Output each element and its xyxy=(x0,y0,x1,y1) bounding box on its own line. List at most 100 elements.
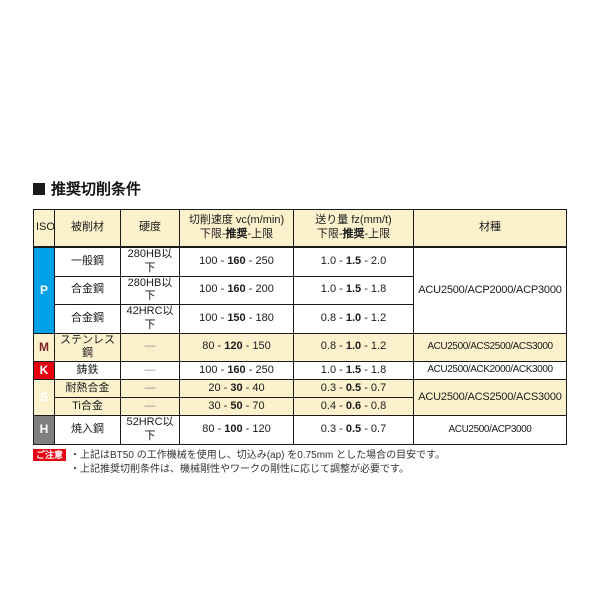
header-speed-range: 下限-推奨-上限 xyxy=(182,228,291,242)
table-row: H 焼入鋼 52HRC以下 80 - 100 - 120 0.3 - 0.5 -… xyxy=(33,415,567,445)
feed-high: 1.2 xyxy=(370,311,387,324)
header-iso: ISO xyxy=(33,209,55,248)
separator: - xyxy=(214,340,225,353)
feed-recommended: 1.5 xyxy=(345,254,362,267)
header-speed-title: 切削速度 vc(m/min) xyxy=(188,214,285,227)
cutting-conditions-table: ISO 被削材 硬度 切削速度 vc(m/min) 下限-推奨-上限 送り量 f… xyxy=(33,209,567,445)
speed-cell: 100 - 150 - 180 xyxy=(179,304,294,334)
header-cutting-speed: 切削速度 vc(m/min) 下限-推奨-上限 xyxy=(179,209,294,248)
speed-recommended: 100 xyxy=(224,422,243,435)
feed-high: 1.8 xyxy=(370,283,387,296)
speed-cell: 30 - 50 - 70 xyxy=(179,397,294,416)
separator: - xyxy=(361,399,371,412)
feed-recommended: 1.0 xyxy=(345,340,362,353)
feed-cell: 0.4 - 0.6 - 0.8 xyxy=(293,397,414,416)
speed-cell: 100 - 160 - 250 xyxy=(179,361,294,380)
footnotes: ご注意 ・上記はBT50 の工作機械を使用し、切込み(ap) を0.75mm と… xyxy=(33,448,567,477)
separator: - xyxy=(361,283,371,296)
material-cell: 鋳鉄 xyxy=(54,361,121,380)
range-rec-label: 推奨 xyxy=(225,228,248,240)
speed-recommended: 160 xyxy=(227,254,246,267)
range-high-label: -上限 xyxy=(364,228,391,240)
hardness-cell: — xyxy=(120,361,180,380)
feed-recommended: 0.5 xyxy=(345,422,362,435)
separator: - xyxy=(336,283,346,296)
material-cell: 耐熱合金 xyxy=(54,379,121,398)
speed-high: 250 xyxy=(255,363,274,376)
feed-cell: 1.0 - 1.5 - 1.8 xyxy=(293,275,414,305)
separator: - xyxy=(217,254,228,267)
separator: - xyxy=(242,340,253,353)
separator: - xyxy=(245,363,256,376)
separator: - xyxy=(242,399,253,412)
feed-recommended: 1.5 xyxy=(345,283,362,296)
separator: - xyxy=(361,363,371,376)
feed-high: 1.8 xyxy=(370,363,387,376)
feed-recommended: 1.5 xyxy=(345,363,362,376)
separator: - xyxy=(220,399,231,412)
feed-high: 0.8 xyxy=(370,399,387,412)
separator: - xyxy=(217,363,228,376)
separator: - xyxy=(336,340,346,353)
separator: - xyxy=(220,381,231,394)
speed-low: 80 xyxy=(202,340,215,353)
feed-high: 2.0 xyxy=(370,254,387,267)
header-feed-range: 下限-推奨-上限 xyxy=(296,228,411,242)
material-cell: Ti合金 xyxy=(54,397,121,416)
feed-low: 1.0 xyxy=(320,254,337,267)
separator: - xyxy=(245,311,256,324)
feed-recommended: 1.0 xyxy=(345,311,362,324)
feed-high: 1.2 xyxy=(370,340,387,353)
speed-low: 100 xyxy=(199,283,218,296)
hardness-cell: — xyxy=(120,379,180,398)
speed-recommended: 160 xyxy=(227,363,246,376)
separator: - xyxy=(245,254,256,267)
iso-label-s: S xyxy=(33,379,55,416)
cutting-conditions-section: 推奨切削条件 ISO 被削材 硬度 切削速度 vc(m/min) 下限-推奨-上… xyxy=(33,178,567,477)
hardness-cell: — xyxy=(120,332,180,362)
grade-cell: ACU2500/ACK2000/ACK3000 xyxy=(413,361,567,380)
speed-cell: 100 - 160 - 200 xyxy=(179,275,294,305)
separator: - xyxy=(245,283,256,296)
speed-high: 250 xyxy=(255,254,274,267)
table-row: S 耐熱合金 — 20 - 30 - 40 0.3 - 0.5 - 0.7 AC… xyxy=(33,379,567,416)
speed-high: 70 xyxy=(252,399,265,412)
speed-cell: 100 - 160 - 250 xyxy=(179,246,294,277)
table-row: P 一般鋼 280HB以下 100 - 160 - 250 1.0 - 1.5 … xyxy=(33,246,567,334)
table-row: Ti合金 — 30 - 50 - 70 0.4 - 0.6 - 0.8 xyxy=(34,397,567,416)
feed-cell: 0.3 - 0.5 - 0.7 xyxy=(293,379,414,398)
separator: - xyxy=(336,422,346,435)
speed-low: 100 xyxy=(199,254,218,267)
feed-recommended: 0.6 xyxy=(345,399,362,412)
separator: - xyxy=(361,340,371,353)
iso-label-m: M xyxy=(33,332,55,362)
separator: - xyxy=(361,381,371,394)
feed-high: 0.7 xyxy=(370,381,387,394)
header-material: 被削材 xyxy=(54,209,121,248)
header-grade: 材種 xyxy=(413,209,567,248)
material-cell: ステンレス鋼 xyxy=(54,332,121,362)
footnote-line: ・上記はBT50 の工作機械を使用し、切込み(ap) を0.75mm とした場合… xyxy=(70,449,446,461)
separator: - xyxy=(217,311,228,324)
header-feed-title: 送り量 fz(mm/t) xyxy=(315,214,392,227)
feed-low: 1.0 xyxy=(320,363,337,376)
separator: - xyxy=(336,399,346,412)
section-title: 推奨切削条件 xyxy=(33,178,567,199)
speed-high: 150 xyxy=(252,340,271,353)
footnote-lines: ・上記はBT50 の工作機械を使用し、切込み(ap) を0.75mm とした場合… xyxy=(70,449,445,477)
speed-low: 20 xyxy=(208,381,221,394)
separator: - xyxy=(361,422,371,435)
hardness-cell: — xyxy=(120,397,180,416)
feed-low: 0.3 xyxy=(320,381,337,394)
material-cell: 焼入鋼 xyxy=(54,415,121,445)
feed-low: 0.8 xyxy=(320,340,337,353)
range-rec-label: 推奨 xyxy=(342,228,365,240)
iso-label-p: P xyxy=(33,246,55,334)
speed-high: 200 xyxy=(255,283,274,296)
iso-label-h: H xyxy=(33,415,55,445)
header-feed: 送り量 fz(mm/t) 下限-推奨-上限 xyxy=(293,209,414,248)
speed-recommended: 50 xyxy=(230,399,243,412)
separator: - xyxy=(242,422,253,435)
table-row: M ステンレス鋼 — 80 - 120 - 150 0.8 - 1.0 - 1.… xyxy=(33,332,567,362)
speed-high: 180 xyxy=(255,311,274,324)
